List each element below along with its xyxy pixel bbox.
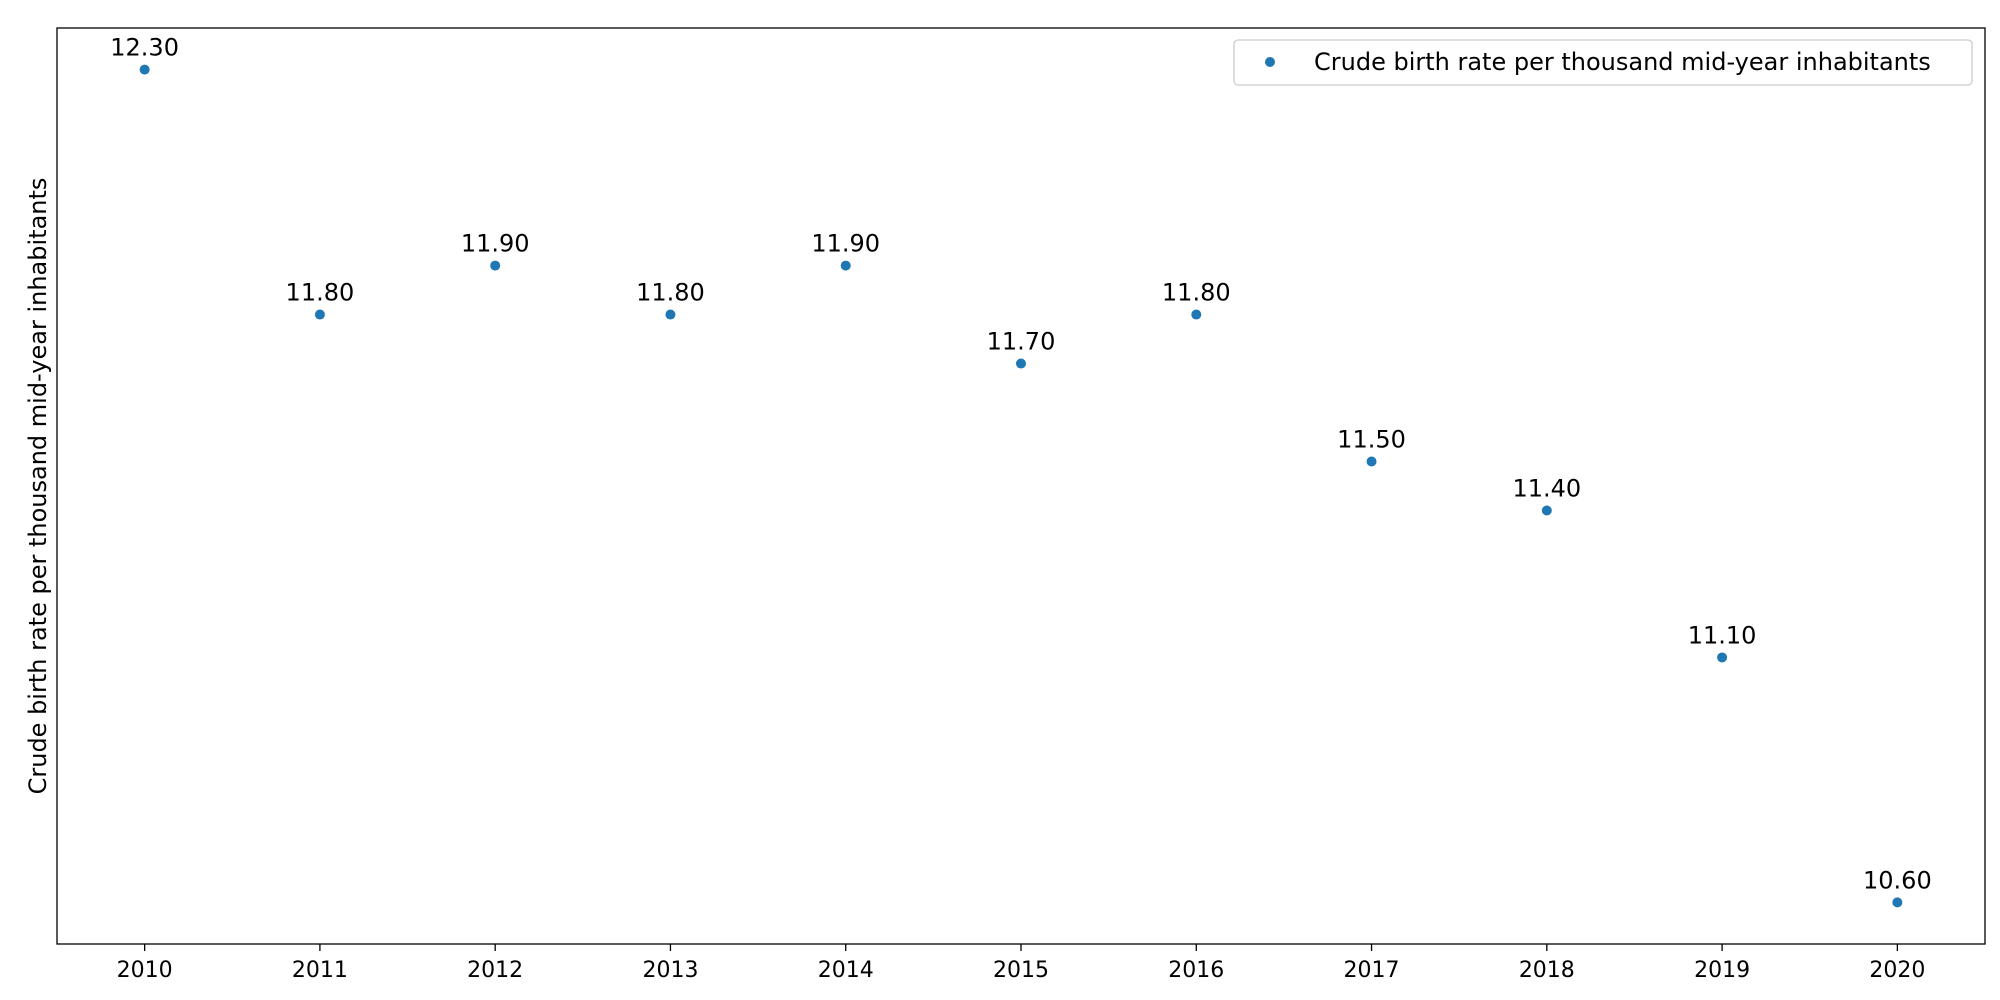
x-tick-label: 2019 [1694, 958, 1750, 983]
x-tick-label: 2011 [292, 958, 348, 983]
x-tick-label: 2015 [993, 958, 1049, 983]
data-point [665, 309, 676, 320]
x-axis-ticks: 2010 2011 2012 2013 2014 2015 2016 2017 2018 2019… [117, 944, 1925, 983]
data-point [490, 260, 501, 271]
data-point [1016, 358, 1026, 369]
legend-marker [1265, 57, 1275, 67]
data-label: 10.60 [1863, 866, 1932, 894]
x-tick-label: 2010 [117, 958, 173, 983]
x-tick-label: 2017 [1344, 958, 1400, 983]
data-label: 11.90 [461, 230, 530, 258]
x-tick-label: 2020 [1869, 958, 1925, 983]
data-point [1366, 456, 1377, 467]
plot-frame [56, 27, 1986, 945]
x-tick-label: 2013 [642, 958, 698, 983]
data-point [1892, 897, 1903, 908]
data-point [1191, 309, 1202, 320]
data-label: 11.90 [811, 230, 880, 258]
data-point [314, 309, 325, 320]
data-label: 11.70 [987, 328, 1056, 356]
data-points [139, 64, 1903, 908]
data-label: 11.80 [1162, 279, 1231, 307]
legend: Crude birth rate per thousand mid-year i… [1233, 39, 1973, 86]
data-label: 11.40 [1512, 474, 1581, 502]
x-tick-label: 2012 [467, 958, 523, 983]
y-axis-label: Crude birth rate per thousand mid-year i… [24, 178, 52, 795]
legend-box [1233, 39, 1973, 86]
data-point [840, 260, 851, 271]
data-label: 11.10 [1688, 621, 1757, 649]
data-point [1541, 505, 1552, 516]
data-label: 11.50 [1337, 426, 1406, 454]
x-tick-label: 2018 [1519, 958, 1575, 983]
legend-label: Crude birth rate per thousand mid-year i… [1314, 48, 1931, 76]
x-tick-label: 2016 [1168, 958, 1224, 983]
x-tick-label: 2014 [818, 958, 874, 983]
data-point [1717, 652, 1728, 663]
data-label: 11.80 [636, 279, 705, 307]
data-label: 12.30 [110, 34, 179, 62]
data-label: 11.80 [286, 279, 355, 307]
data-point [139, 64, 150, 75]
data-labels: 12.30 11.80 11.90 11.80 11.90 11.70 11.80 11.50… [110, 34, 1931, 895]
